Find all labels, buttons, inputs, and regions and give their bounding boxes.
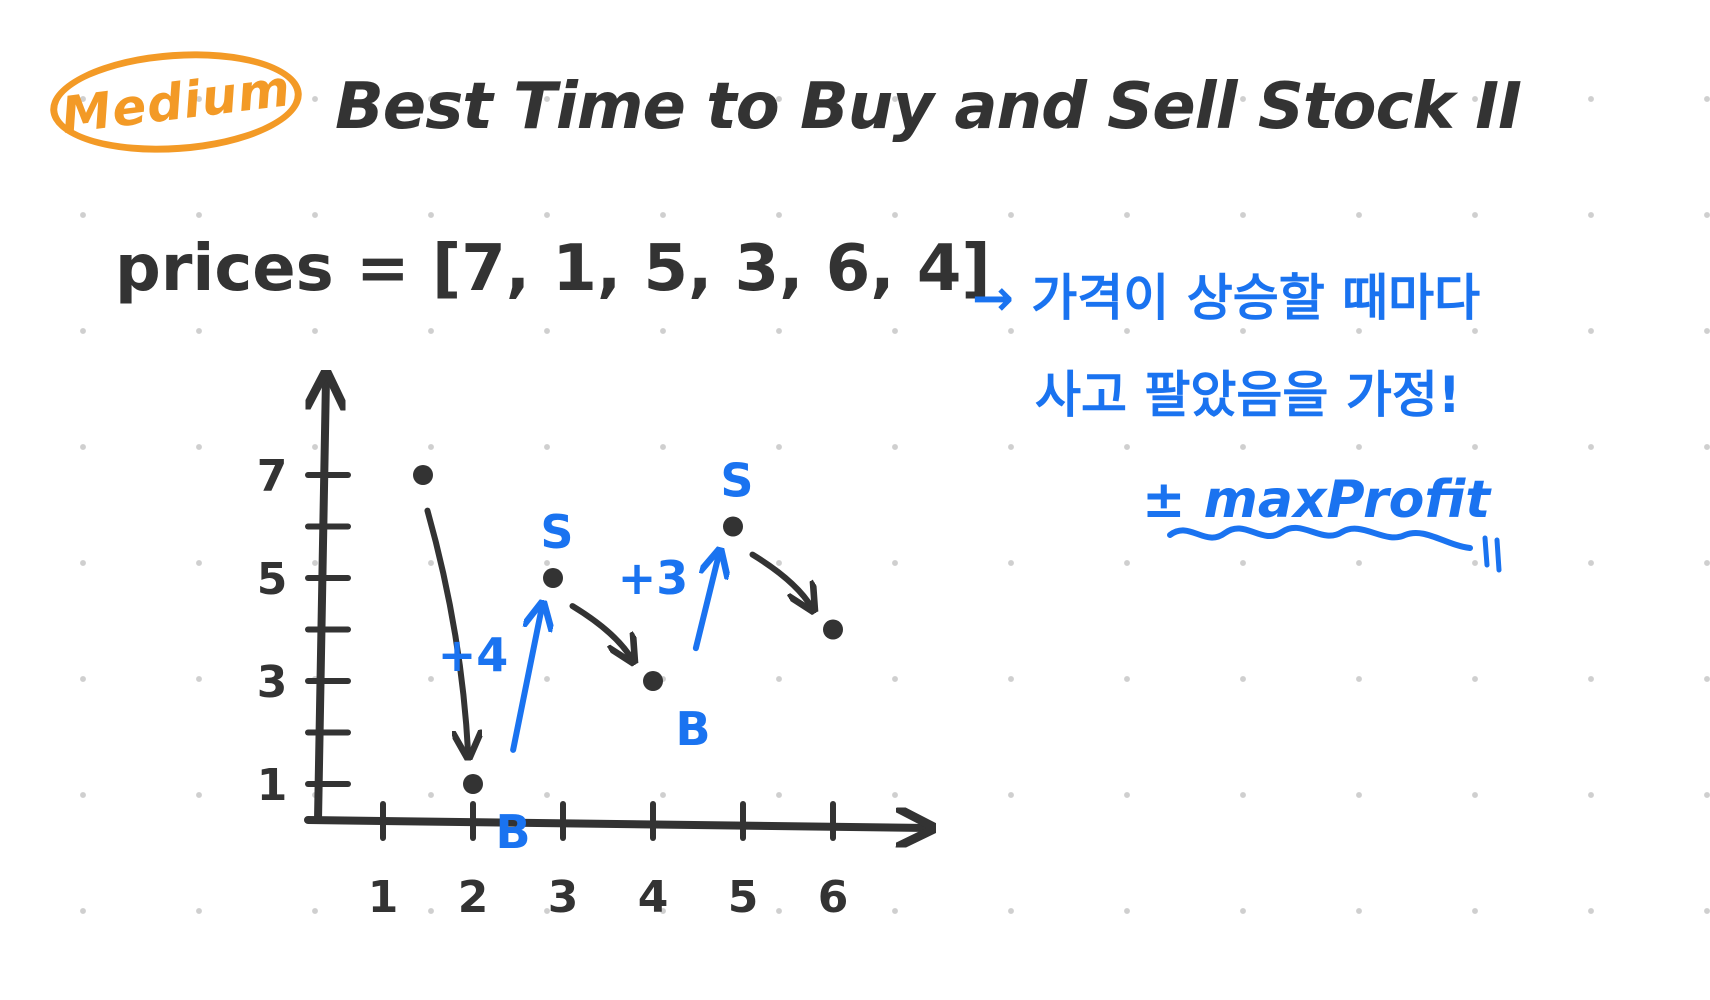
y-tick-label: 1 bbox=[257, 760, 288, 811]
price-point bbox=[543, 568, 563, 588]
sell-label: S bbox=[720, 454, 753, 508]
chart-axes bbox=[304, 378, 928, 828]
price-point bbox=[823, 619, 843, 640]
y-tick-label: 5 bbox=[257, 554, 288, 605]
x-tick-label: 2 bbox=[458, 872, 489, 923]
price-drop-arrow bbox=[569, 603, 633, 659]
gain-label: +4 bbox=[438, 628, 509, 682]
underline-end-tick-1 bbox=[1482, 535, 1490, 568]
underline-end-tick-2 bbox=[1494, 537, 1502, 573]
y-axis bbox=[318, 378, 326, 824]
prices-array: prices = [7, 1, 5, 3, 6, 4] bbox=[115, 232, 991, 306]
x-tick-label: 3 bbox=[548, 872, 579, 923]
buy-sell-arrow bbox=[510, 606, 542, 753]
note-line-1: → 가격이 상승할 때마다 bbox=[972, 269, 1481, 327]
x-tick-label: 6 bbox=[818, 872, 849, 923]
price-point bbox=[723, 516, 743, 537]
y-tick-label: 3 bbox=[257, 657, 288, 708]
price-point bbox=[463, 774, 483, 794]
price-drop-arrow bbox=[749, 551, 813, 608]
chart-moves bbox=[424, 507, 813, 755]
page-title: Best Time to Buy and Sell Stock II bbox=[335, 70, 1522, 144]
buy-label: B bbox=[675, 702, 710, 756]
buy-sell-arrow bbox=[692, 553, 719, 652]
price-point bbox=[413, 465, 433, 485]
chart-ticks bbox=[305, 472, 836, 841]
price-point bbox=[643, 671, 663, 691]
gain-label: +3 bbox=[618, 551, 689, 605]
chart-labels: 1 3 5 7 1 2 3 4 5 6 B S +4 B S +3 bbox=[257, 451, 849, 923]
note-max-profit: ± maxProfit bbox=[1142, 470, 1491, 530]
price-drop-arrow bbox=[424, 507, 468, 755]
x-tick-label: 4 bbox=[638, 872, 669, 923]
x-tick-label: 5 bbox=[728, 872, 759, 923]
chart-points bbox=[413, 465, 843, 794]
note-line-2: 사고 팔았음을 가정! bbox=[1035, 366, 1461, 424]
buy-label: B bbox=[495, 805, 530, 859]
x-tick-label: 1 bbox=[368, 872, 399, 923]
x-axis bbox=[304, 820, 928, 828]
y-tick-label: 7 bbox=[257, 451, 288, 502]
max-profit-underline bbox=[1167, 524, 1473, 551]
sell-label: S bbox=[540, 505, 573, 559]
